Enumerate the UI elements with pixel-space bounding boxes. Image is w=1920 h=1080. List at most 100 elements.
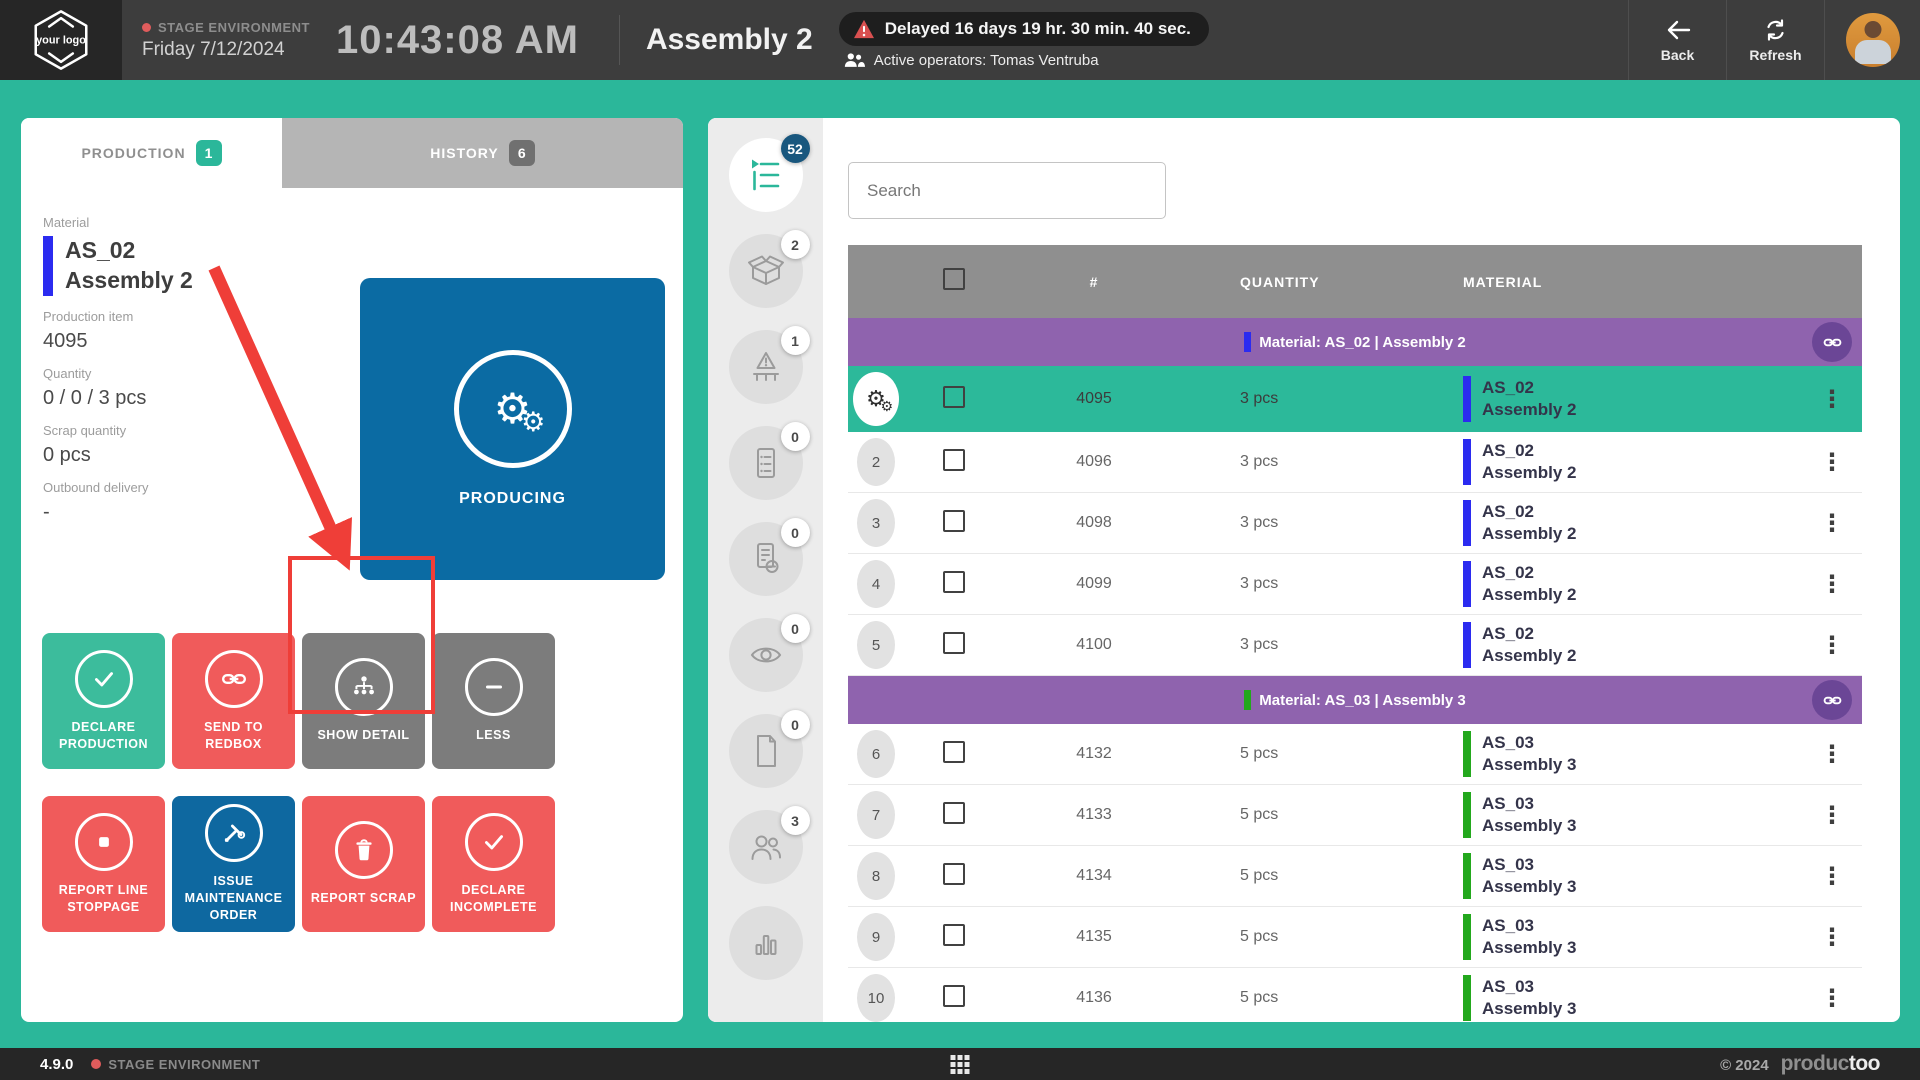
- rail-item-line-stoppage[interactable]: 1: [728, 326, 810, 404]
- table-row[interactable]: 6 4132 5 pcs AS_03 Assembly 3 ⋮: [848, 724, 1862, 785]
- report-line-stoppage-button[interactable]: REPORT LINE STOPPAGE: [42, 796, 165, 932]
- row-checkbox[interactable]: [943, 448, 965, 471]
- check-circle-icon: [464, 812, 523, 871]
- badge-approval: 0: [780, 518, 810, 547]
- order-quantity: 3 pcs: [1240, 514, 1279, 531]
- row-menu-button[interactable]: ⋮: [1820, 385, 1844, 413]
- table-row[interactable]: 5 4100 3 pcs AS_02 Assembly 2 ⋮: [848, 615, 1862, 676]
- link-group-button[interactable]: [1812, 680, 1852, 720]
- order-quantity: 3 pcs: [1240, 636, 1279, 653]
- table-row[interactable]: 9 4135 5 pcs AS_03 Assembly 3 ⋮: [848, 907, 1862, 968]
- row-menu-button[interactable]: ⋮: [1820, 801, 1844, 829]
- row-checkbox[interactable]: [943, 801, 965, 824]
- tab-production[interactable]: PRODUCTION 1: [21, 118, 282, 188]
- row-checkbox[interactable]: [943, 862, 965, 885]
- row-menu-button[interactable]: ⋮: [1820, 923, 1844, 951]
- material-color-bar: [1463, 561, 1471, 607]
- badge-inspection: 0: [780, 614, 810, 643]
- send-to-redbox-button[interactable]: SEND TO REDBOX: [172, 633, 295, 769]
- tools-icon: [204, 804, 263, 863]
- row-checkbox[interactable]: [943, 385, 965, 408]
- row-checkbox[interactable]: [943, 740, 965, 763]
- material-name: Assembly 2: [65, 266, 193, 293]
- order-number: 4096: [1076, 453, 1112, 470]
- row-checkbox[interactable]: [943, 923, 965, 946]
- row-menu-button[interactable]: ⋮: [1820, 509, 1844, 537]
- environment-label: STAGE ENVIRONMENT: [158, 19, 310, 35]
- environment-block: STAGE ENVIRONMENT Friday 7/12/2024: [142, 20, 310, 61]
- declare-production-button[interactable]: DECLARE PRODUCTION: [42, 633, 165, 769]
- sitemap-icon: [334, 658, 393, 717]
- row-number: 10: [857, 974, 895, 1022]
- table-row[interactable]: 2 4096 3 pcs AS_02 Assembly 2 ⋮: [848, 432, 1862, 493]
- rail-item-production-queue[interactable]: 52: [728, 134, 810, 212]
- arrow-left-icon: [1667, 20, 1690, 39]
- scrap-quantity-value: 0 pcs: [43, 443, 91, 466]
- refresh-button[interactable]: Refresh: [1726, 0, 1824, 80]
- tab-history[interactable]: HISTORY 6: [282, 118, 683, 188]
- order-number: 4135: [1076, 928, 1112, 945]
- order-number: 4099: [1076, 575, 1112, 592]
- row-menu-button[interactable]: ⋮: [1820, 570, 1844, 598]
- material-color-bar: [1463, 376, 1471, 422]
- row-menu-button[interactable]: ⋮: [1820, 740, 1844, 768]
- show-detail-button[interactable]: SHOW DETAIL: [302, 633, 425, 769]
- minus-icon: [464, 658, 523, 717]
- rail-item-documents[interactable]: 0: [728, 710, 810, 788]
- back-button[interactable]: Back: [1628, 0, 1726, 80]
- check-circle-icon: [74, 649, 133, 708]
- row-checkbox[interactable]: [943, 984, 965, 1007]
- delay-alert-text: Delayed 16 days 19 hr. 30 min. 40 sec.: [884, 18, 1191, 38]
- issue-maintenance-order-button[interactable]: ISSUE MAINTENANCE ORDER: [172, 796, 295, 932]
- row-menu-button[interactable]: ⋮: [1820, 448, 1844, 476]
- row-number: 4: [857, 560, 895, 608]
- rail-item-checklist[interactable]: 0: [728, 422, 810, 500]
- table-row[interactable]: 10 4136 5 pcs AS_03 Assembly 3 ⋮: [848, 968, 1862, 1022]
- order-quantity: 3 pcs: [1240, 453, 1279, 470]
- row-menu-button[interactable]: ⋮: [1820, 631, 1844, 659]
- order-quantity: 3 pcs: [1240, 390, 1279, 407]
- material-color-bar: [1463, 731, 1471, 777]
- select-all-checkbox[interactable]: [943, 268, 965, 290]
- badge-checklist: 0: [780, 422, 810, 451]
- less-button[interactable]: LESS: [432, 633, 555, 769]
- rail-item-package[interactable]: 2: [728, 230, 810, 308]
- material-color-bar: [1244, 690, 1252, 710]
- page-title: Assembly 2: [645, 23, 813, 56]
- rail-item-operators[interactable]: 3: [728, 806, 810, 884]
- row-checkbox[interactable]: [943, 570, 965, 593]
- link-group-button[interactable]: [1812, 322, 1852, 362]
- statistics-icon: [755, 935, 776, 955]
- user-avatar[interactable]: [1824, 0, 1920, 80]
- order-quantity: 5 pcs: [1240, 867, 1279, 884]
- declare-incomplete-button[interactable]: DECLARE INCOMPLETE: [432, 796, 555, 932]
- material-value: AS_02 Assembly 2: [43, 236, 683, 296]
- production-panel: PRODUCTION 1 HISTORY 6 Material AS_02 As…: [21, 118, 683, 1022]
- material-color-bar: [1463, 622, 1471, 668]
- row-checkbox[interactable]: [943, 509, 965, 532]
- producing-status-tile[interactable]: ⚙ ⚙ PRODUCING: [360, 278, 665, 580]
- app-launcher-button[interactable]: [950, 1054, 970, 1074]
- checklist-icon: [756, 448, 775, 478]
- active-operators: Active operators: Tomas Ventruba: [839, 52, 1209, 69]
- row-menu-button[interactable]: ⋮: [1820, 984, 1844, 1012]
- production-item-label: Production item: [43, 308, 134, 324]
- table-row[interactable]: 4 4099 3 pcs AS_02 Assembly 2 ⋮: [848, 554, 1862, 615]
- row-checkbox[interactable]: [943, 631, 965, 654]
- row-number: 5: [857, 621, 895, 669]
- table-row[interactable]: 3 4098 3 pcs AS_02 Assembly 2 ⋮: [848, 493, 1862, 554]
- rail-item-statistics[interactable]: [728, 906, 803, 980]
- status-bar: 4.9.0 STAGE ENVIRONMENT © 2024 productoo: [0, 1048, 1920, 1080]
- table-row[interactable]: ⚙ ⚙ 4095 3 pcs AS_02 Assembly 2 ⋮: [848, 366, 1862, 432]
- rail-item-inspection[interactable]: 0: [728, 614, 810, 692]
- material-color-bar: [1463, 500, 1471, 546]
- top-bar: your logo STAGE ENVIRONMENT Friday 7/12/…: [0, 0, 1920, 80]
- row-menu-button[interactable]: ⋮: [1820, 862, 1844, 890]
- delay-alert-badge: Delayed 16 days 19 hr. 30 min. 40 sec.: [838, 11, 1209, 46]
- table-row[interactable]: 7 4133 5 pcs AS_03 Assembly 3 ⋮: [848, 785, 1862, 846]
- table-row[interactable]: 8 4134 5 pcs AS_03 Assembly 3 ⋮: [848, 846, 1862, 907]
- rail-item-approval[interactable]: 0: [728, 518, 810, 596]
- search-input[interactable]: [848, 162, 1166, 219]
- report-scrap-button[interactable]: REPORT SCRAP: [302, 796, 425, 932]
- link-icon: [1823, 338, 1841, 346]
